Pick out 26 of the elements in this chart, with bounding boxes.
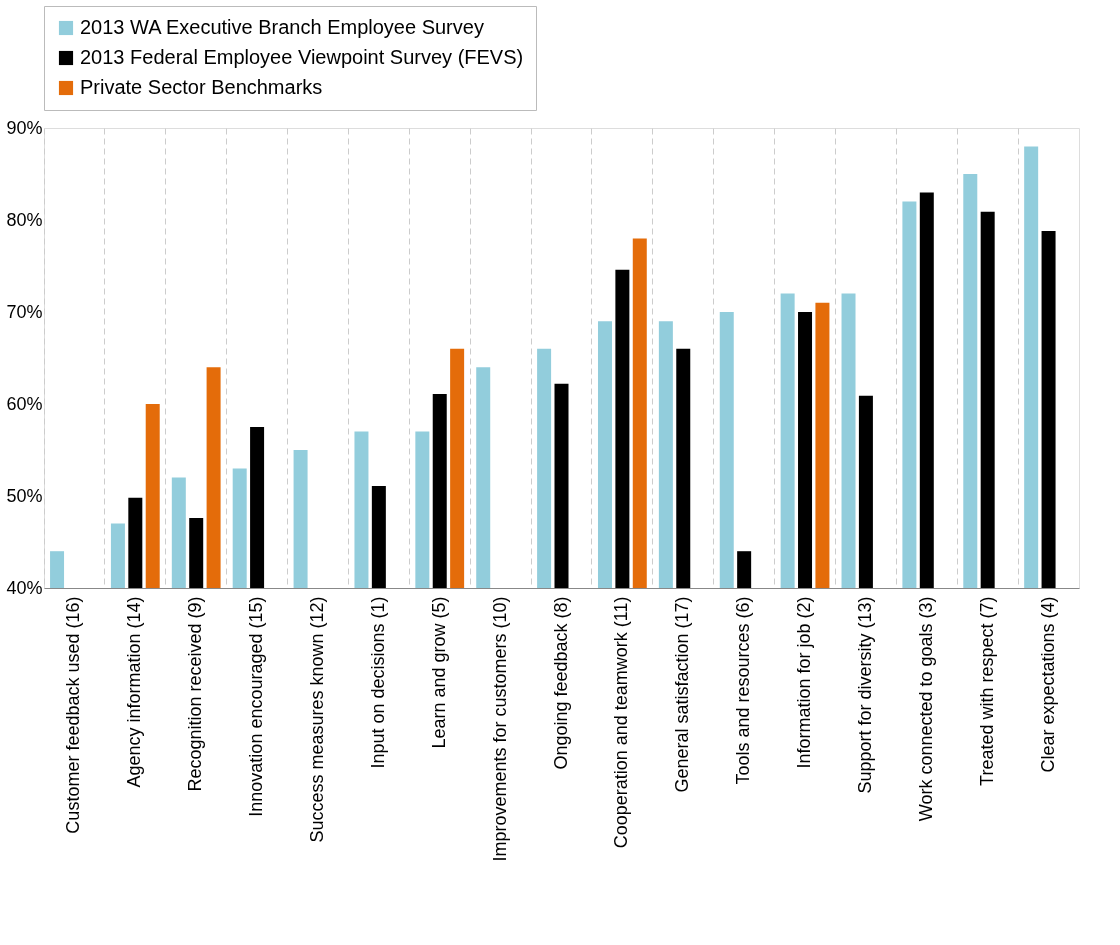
x-tick-label: Learn and grow (5) — [428, 596, 449, 749]
x-tick-label: General satisfaction (17) — [672, 596, 693, 793]
x-tick-label: Support for diversity (13) — [854, 596, 875, 794]
y-tick-label: 80% — [6, 209, 43, 230]
x-tick-label: Input on decisions (1) — [367, 596, 388, 769]
y-tick-label: 40% — [6, 577, 43, 598]
y-tick-label: 70% — [6, 301, 43, 322]
x-tick-label: Agency information (14) — [124, 596, 145, 788]
legend-label: Private Sector Benchmarks — [80, 76, 323, 98]
y-tick-label: 90% — [6, 117, 43, 138]
x-tick-label: Recognition received (9) — [185, 596, 206, 792]
x-tick-label: Clear expectations (4) — [1037, 596, 1058, 773]
y-tick-label: 60% — [6, 393, 43, 414]
legend-label: 2013 WA Executive Branch Employee Survey — [80, 16, 484, 38]
x-tick-label: Improvements for customers (10) — [489, 596, 510, 862]
x-tick-label: Cooperation and teamwork (11) — [611, 596, 632, 849]
x-tick-label: Tools and resources (6) — [733, 596, 754, 785]
x-tick-label: Innovation encouraged (15) — [246, 596, 267, 817]
x-tick-label: Information for job (2) — [794, 596, 815, 769]
x-tick-label: Treated with respect (7) — [976, 596, 997, 786]
x-tick-label: Success measures known (12) — [306, 596, 327, 843]
x-tick-label: Work connected to goals (3) — [915, 596, 936, 822]
legend-label: 2013 Federal Employee Viewpoint Survey (FEVS) — [80, 46, 524, 68]
y-tick-label: 50% — [6, 485, 43, 506]
x-tick-label: Customer feedback used (16) — [63, 596, 84, 834]
x-tick-label: Ongoing feedback (8) — [550, 596, 571, 770]
